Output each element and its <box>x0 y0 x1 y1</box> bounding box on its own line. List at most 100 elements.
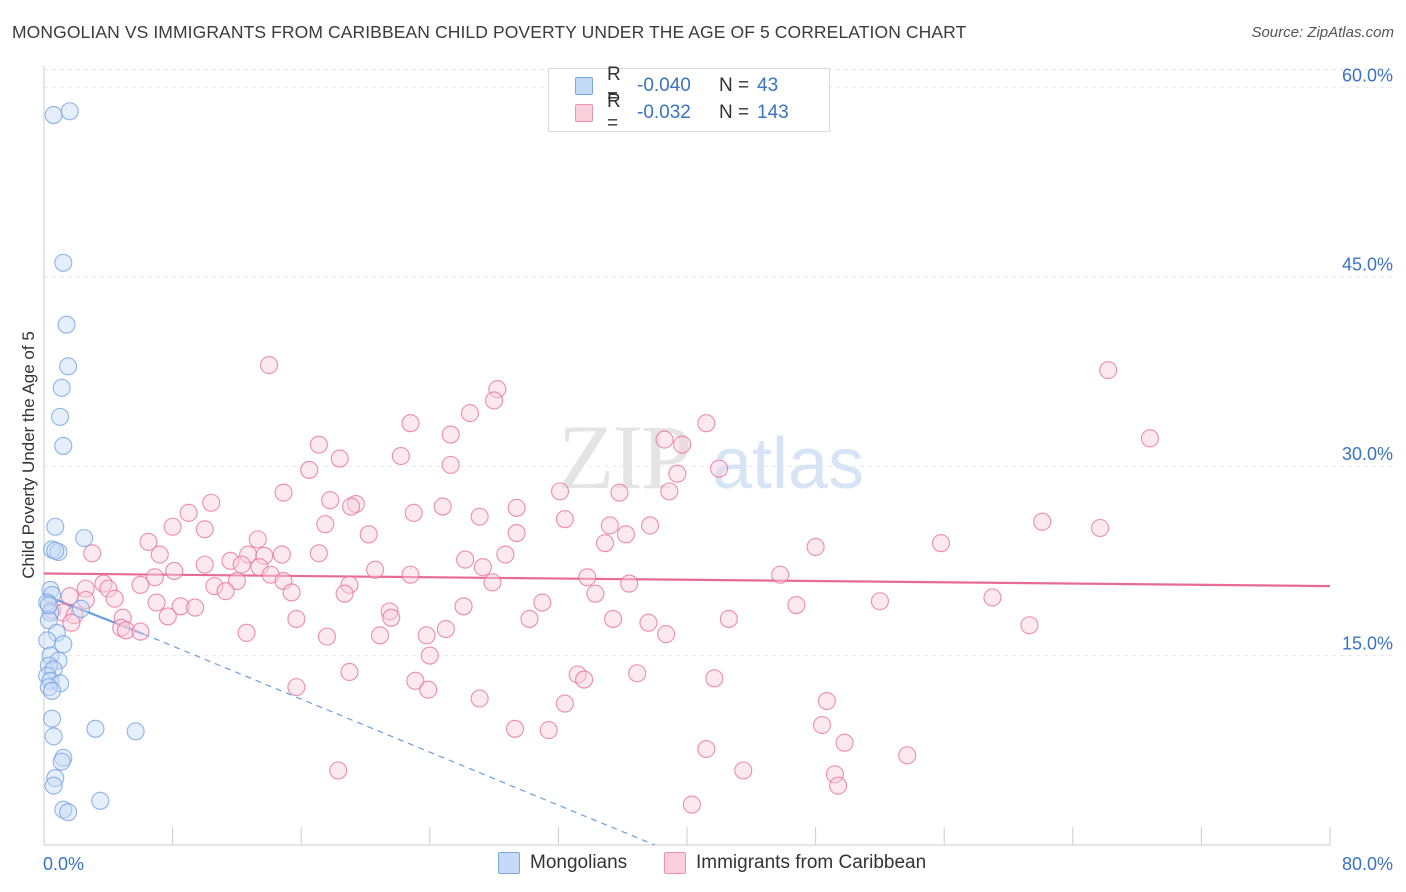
mongolians-point <box>86 719 105 738</box>
caribbean-point <box>1099 361 1118 380</box>
caribbean-point <box>639 613 658 632</box>
y-axis-label: Child Poverty Under the Age of 5 <box>19 331 38 579</box>
caribbean-point <box>232 555 251 574</box>
watermark-atlas: atlas <box>712 424 864 504</box>
caribbean-point <box>131 575 150 594</box>
caribbean-point <box>454 597 473 616</box>
caribbean-point <box>697 414 716 433</box>
caribbean-point <box>309 435 328 454</box>
caribbean-point <box>660 482 679 501</box>
caribbean-point <box>488 380 507 399</box>
caribbean-point <box>239 545 258 564</box>
caribbean-point <box>179 503 198 522</box>
caribbean-point <box>221 551 240 570</box>
caribbean-point <box>616 525 635 544</box>
stats-row-caribbean: R = -0.032 N = 143 <box>549 91 789 134</box>
mongolians-point <box>54 800 73 819</box>
caribbean-point <box>300 460 319 479</box>
caribbean-point <box>335 584 354 603</box>
caribbean-point <box>259 356 279 375</box>
caribbean-point <box>321 491 340 510</box>
r-label: R = <box>607 64 621 107</box>
caribbean-point <box>216 582 235 601</box>
caribbean-point <box>330 449 349 468</box>
caribbean-point <box>470 689 489 708</box>
caribbean-point <box>604 609 623 628</box>
caribbean-point <box>655 430 674 449</box>
x-tick-label: 0.0% <box>43 854 84 874</box>
caribbean-point <box>419 680 438 699</box>
caribbean-point <box>441 455 460 474</box>
n-label: N = <box>719 102 750 123</box>
caribbean-point <box>62 613 81 632</box>
mongolians-point <box>126 722 145 741</box>
mongolians-point <box>44 727 63 746</box>
mongolians-point <box>54 253 73 272</box>
caribbean-point <box>417 626 436 645</box>
r-label: R = <box>607 91 621 134</box>
caribbean-point <box>317 627 336 646</box>
legend-swatch-pink <box>575 104 593 122</box>
caribbean-point <box>346 494 365 514</box>
caribbean-point <box>496 545 515 564</box>
legend-item-caribbean[interactable]: Immigrants from Caribbean <box>664 852 926 874</box>
stats-legend: R = -0.040 N = 43 R = -0.032 N = 143 <box>548 64 830 134</box>
mongolians-point <box>42 709 62 728</box>
caribbean-point <box>460 404 480 423</box>
caribbean-point <box>657 625 676 644</box>
legend-swatch-pink <box>664 852 686 874</box>
caribbean-point <box>158 607 177 626</box>
caribbean-point <box>610 483 629 502</box>
caribbean-point <box>237 623 256 642</box>
caribbean-point <box>316 515 335 534</box>
caribbean-point <box>533 593 552 612</box>
caribbean-point <box>401 565 420 584</box>
caribbean-point <box>1020 616 1039 635</box>
mongolians-point <box>38 631 57 650</box>
caribbean-point <box>309 544 328 563</box>
mongolians-point <box>59 803 78 822</box>
legend-label: Immigrants from Caribbean <box>696 852 927 873</box>
caribbean-point <box>380 602 399 621</box>
caribbean-point <box>341 497 361 516</box>
caribbean-point <box>370 626 390 645</box>
caribbean-point <box>282 583 301 602</box>
caribbean-point <box>287 678 306 697</box>
caribbean-point <box>391 446 410 466</box>
caribbean-point <box>983 588 1002 607</box>
stats-row-mongolians: R = -0.040 N = 43 <box>549 64 778 107</box>
caribbean-point <box>628 664 647 683</box>
caribbean-point <box>112 618 131 637</box>
mongolians-point <box>44 776 63 795</box>
caribbean-point <box>163 517 182 536</box>
caribbean-point <box>205 577 224 596</box>
y-tick-label: 60.0% <box>1342 65 1393 85</box>
caribbean-point <box>227 572 246 591</box>
watermark-zip: ZIP <box>558 406 690 508</box>
caribbean-point <box>575 670 594 689</box>
caribbean-point <box>255 546 274 565</box>
caribbean-point <box>366 560 385 579</box>
caribbean-point <box>340 575 359 594</box>
caribbean-point <box>145 568 164 587</box>
mongolians-point <box>46 517 65 536</box>
caribbean-point <box>147 593 166 612</box>
mongolians-point <box>52 752 71 771</box>
caribbean-point <box>274 483 293 502</box>
caribbean-point <box>329 761 348 780</box>
caribbean-point <box>787 595 806 615</box>
caribbean-point <box>340 662 359 682</box>
mongolians-trend-line <box>43 593 145 636</box>
caribbean-point <box>116 621 136 640</box>
caribbean-point <box>150 545 169 564</box>
legend-item-mongolians[interactable]: Mongolians <box>498 852 627 874</box>
tick-labels: 15.0% 30.0% 45.0% 60.0% 0.0% 80.0% <box>43 65 1393 874</box>
caribbean-point <box>131 622 150 641</box>
caribbean-point <box>195 520 214 539</box>
caribbean-point <box>1140 429 1160 448</box>
caribbean-point <box>705 669 724 688</box>
caribbean-point <box>806 537 825 557</box>
caribbean-point <box>473 558 492 577</box>
caribbean-point <box>202 493 221 512</box>
caribbean-point <box>382 608 401 627</box>
